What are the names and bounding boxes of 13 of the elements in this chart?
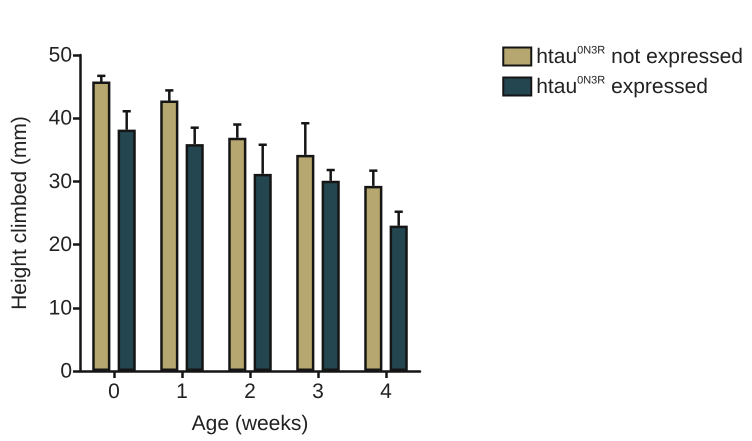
y-tick-label: 0: [60, 360, 72, 382]
x-tick-label: 4: [380, 380, 392, 403]
y-axis-title: Height climbed (mm): [8, 116, 31, 310]
y-tick-label: 10: [48, 296, 72, 320]
y-tick-label: 40: [48, 106, 72, 130]
y-tick-label: 50: [48, 44, 72, 66]
x-tick-label: 0: [108, 380, 120, 403]
x-tick-label: 1: [176, 380, 188, 403]
x-tick-label: 3: [312, 380, 324, 403]
x-tick-label: 2: [244, 380, 256, 403]
y-tick-label: 20: [48, 233, 72, 256]
y-tick-label: 30: [48, 170, 72, 193]
x-axis-title: Age (weeks): [192, 412, 308, 435]
